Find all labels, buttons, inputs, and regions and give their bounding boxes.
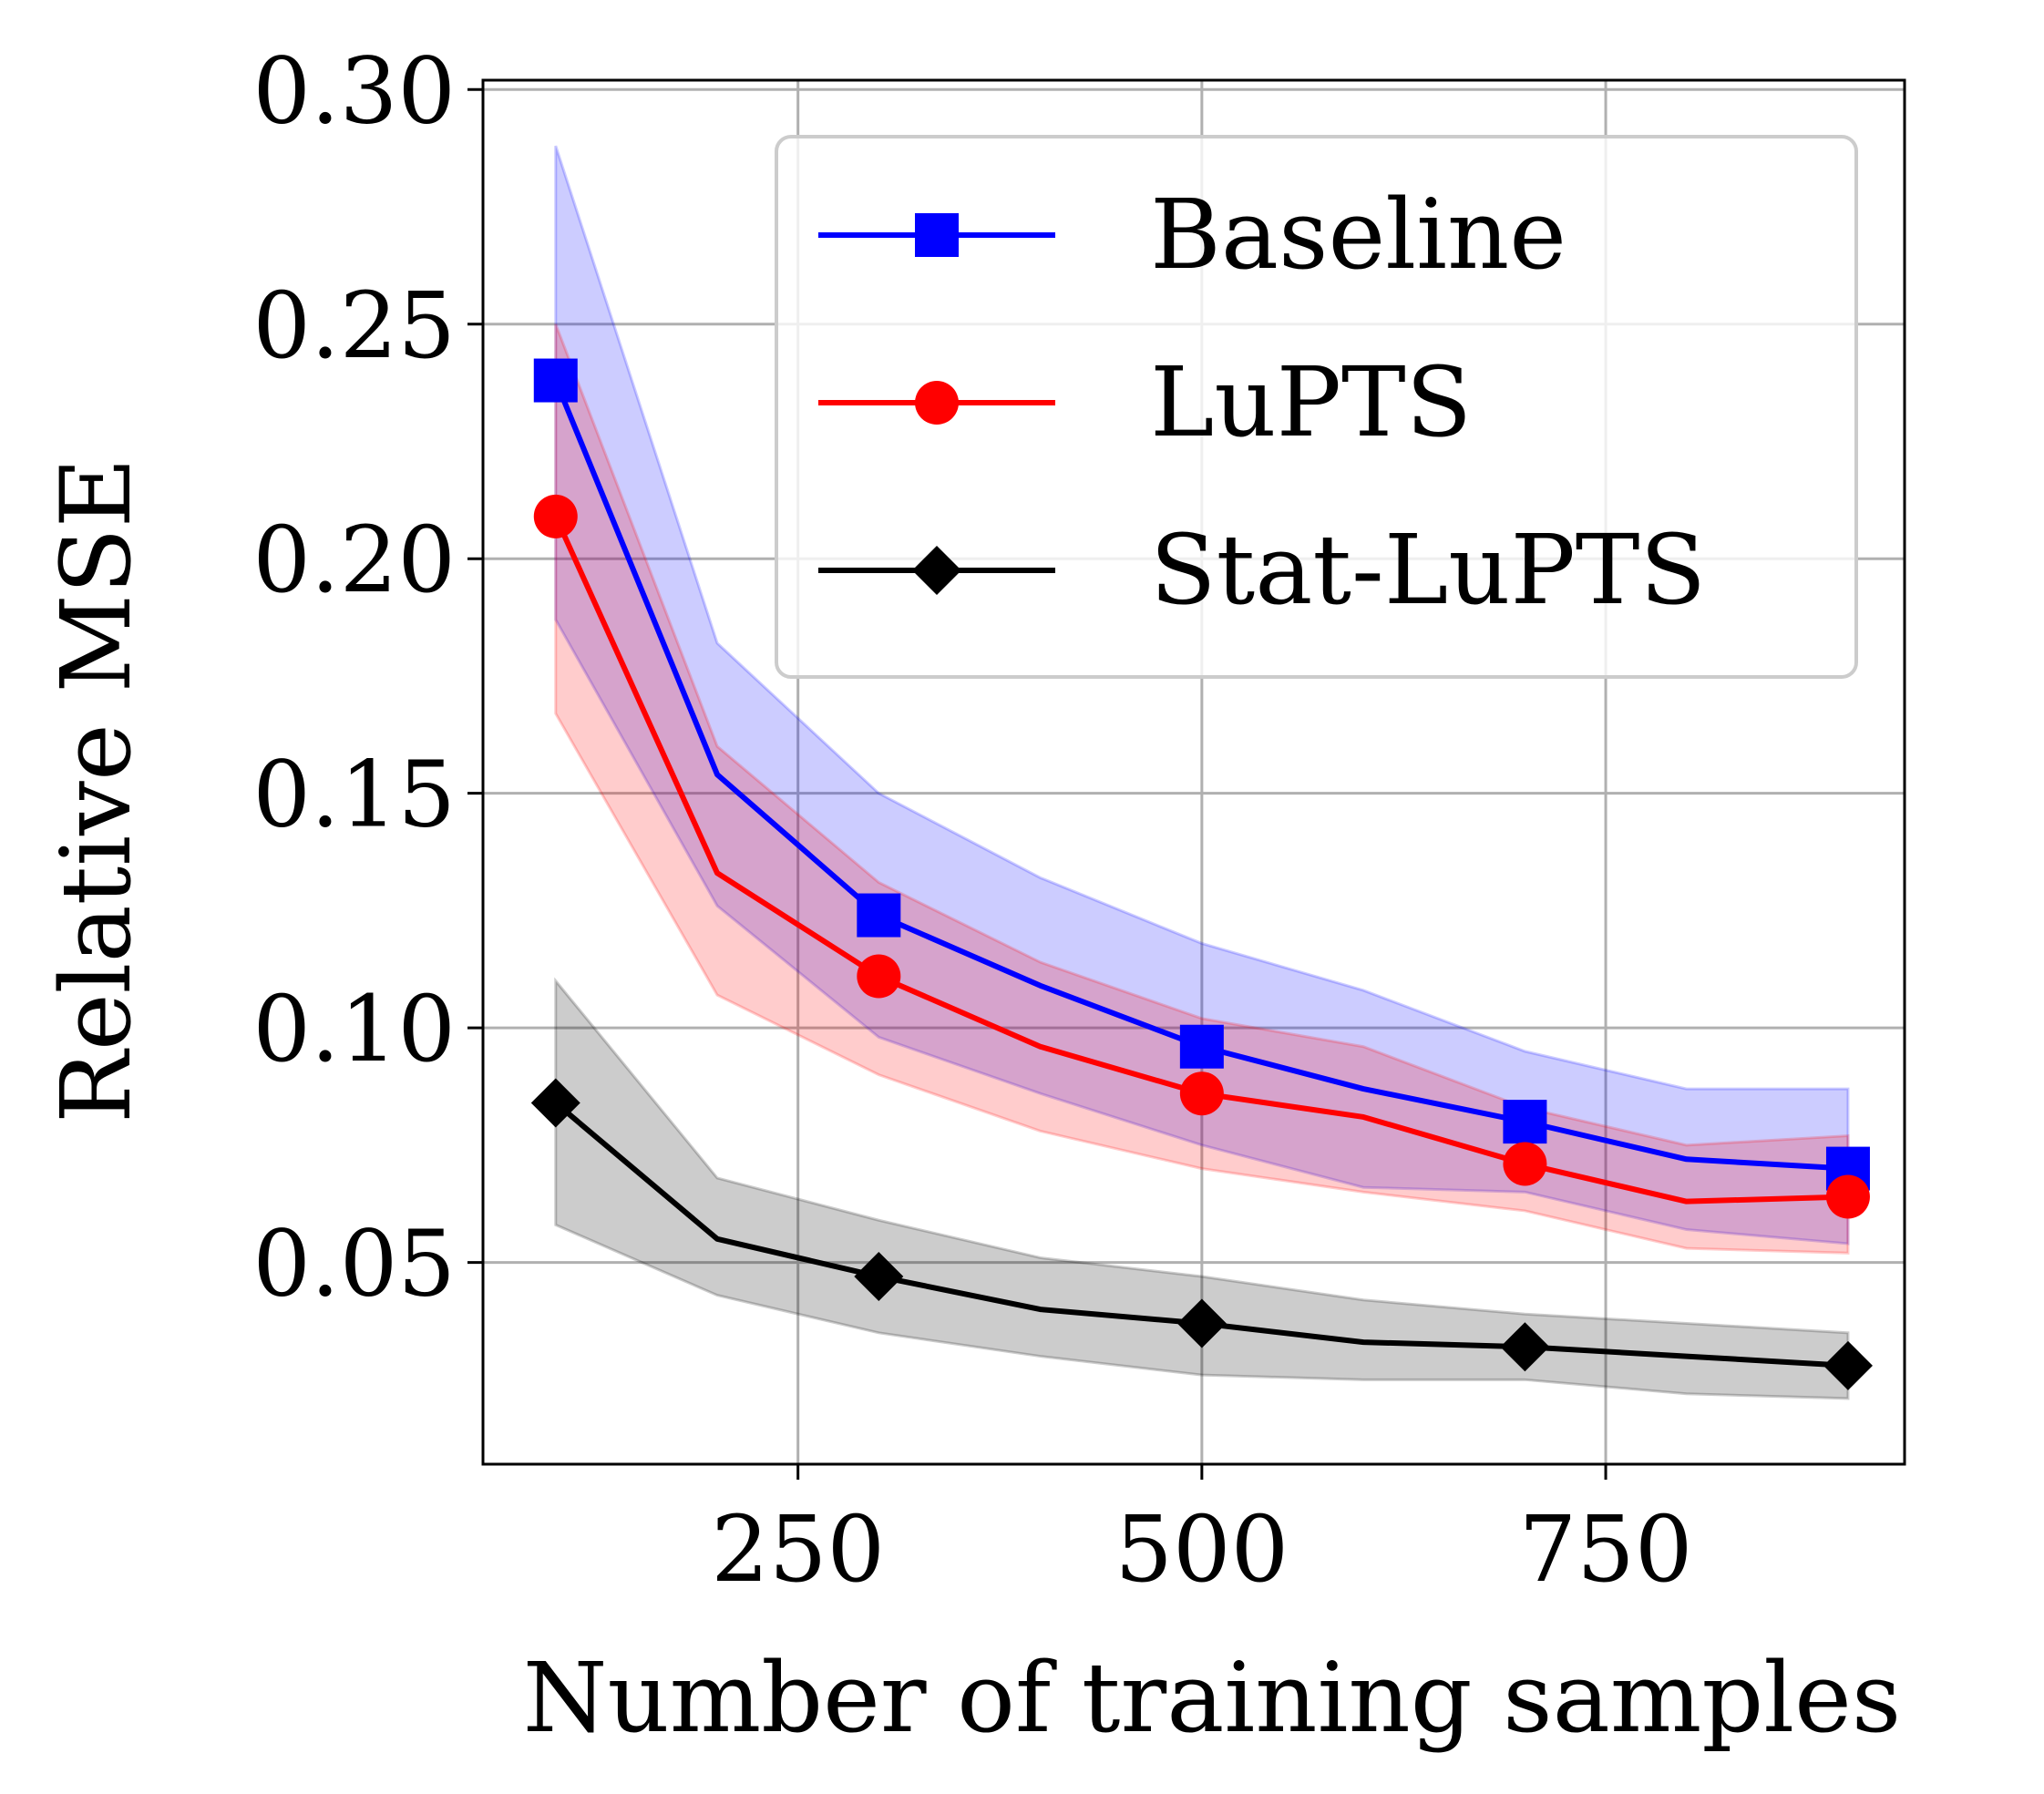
series-markers bbox=[530, 358, 1873, 1390]
x-tick-label: 750 bbox=[1519, 1496, 1693, 1603]
legend-box bbox=[775, 135, 1858, 679]
baseline-marker bbox=[1503, 1100, 1547, 1144]
legend-stat-lupts-marker bbox=[912, 546, 961, 595]
lupts-marker bbox=[1825, 1174, 1870, 1219]
stat-lupts-marker bbox=[854, 1252, 904, 1302]
x-axis-title: Number of training samples bbox=[523, 1642, 1902, 1754]
x-tick-label: 500 bbox=[1114, 1496, 1289, 1603]
legend-baseline-marker bbox=[915, 213, 959, 257]
lupts-marker bbox=[533, 494, 578, 538]
baseline-marker bbox=[533, 358, 578, 403]
x-tick-label: 250 bbox=[711, 1496, 885, 1603]
lupts-band bbox=[554, 323, 1850, 1255]
legend-lupts-label: LuPTS bbox=[1150, 346, 1472, 458]
legend: Baseline LuPTS Stat-LuPTS bbox=[775, 135, 1858, 679]
y-tick-label: 0.10 bbox=[252, 976, 456, 1082]
stat-lupts-marker bbox=[1500, 1322, 1550, 1372]
legend-baseline-label: Baseline bbox=[1150, 179, 1566, 291]
baseline-marker bbox=[857, 893, 901, 938]
y-axis-title: Relative MSE bbox=[40, 457, 152, 1123]
y-tick-label: 0.20 bbox=[252, 507, 456, 613]
lupts-marker bbox=[1179, 1071, 1224, 1116]
legend-lupts-marker bbox=[915, 381, 959, 425]
legend-stat-lupts-label: Stat-LuPTS bbox=[1150, 514, 1706, 626]
stat-lupts-marker bbox=[530, 1078, 580, 1128]
y-tick-label: 0.25 bbox=[252, 272, 456, 379]
axis-ticks: 250 500 750 0.05 0.10 0.15 0.20 0.25 0.30 bbox=[252, 37, 1692, 1603]
y-tick-label: 0.15 bbox=[252, 742, 456, 848]
stat-lupts-marker bbox=[1823, 1340, 1873, 1390]
y-tick-label: 0.05 bbox=[252, 1211, 456, 1317]
plot-frame bbox=[481, 78, 1906, 1466]
baseline-marker bbox=[1179, 1024, 1224, 1069]
stat-lupts-marker bbox=[1176, 1298, 1227, 1348]
lupts-marker bbox=[857, 954, 901, 999]
y-tick-label: 0.30 bbox=[252, 37, 456, 144]
lupts-marker bbox=[1503, 1142, 1547, 1186]
